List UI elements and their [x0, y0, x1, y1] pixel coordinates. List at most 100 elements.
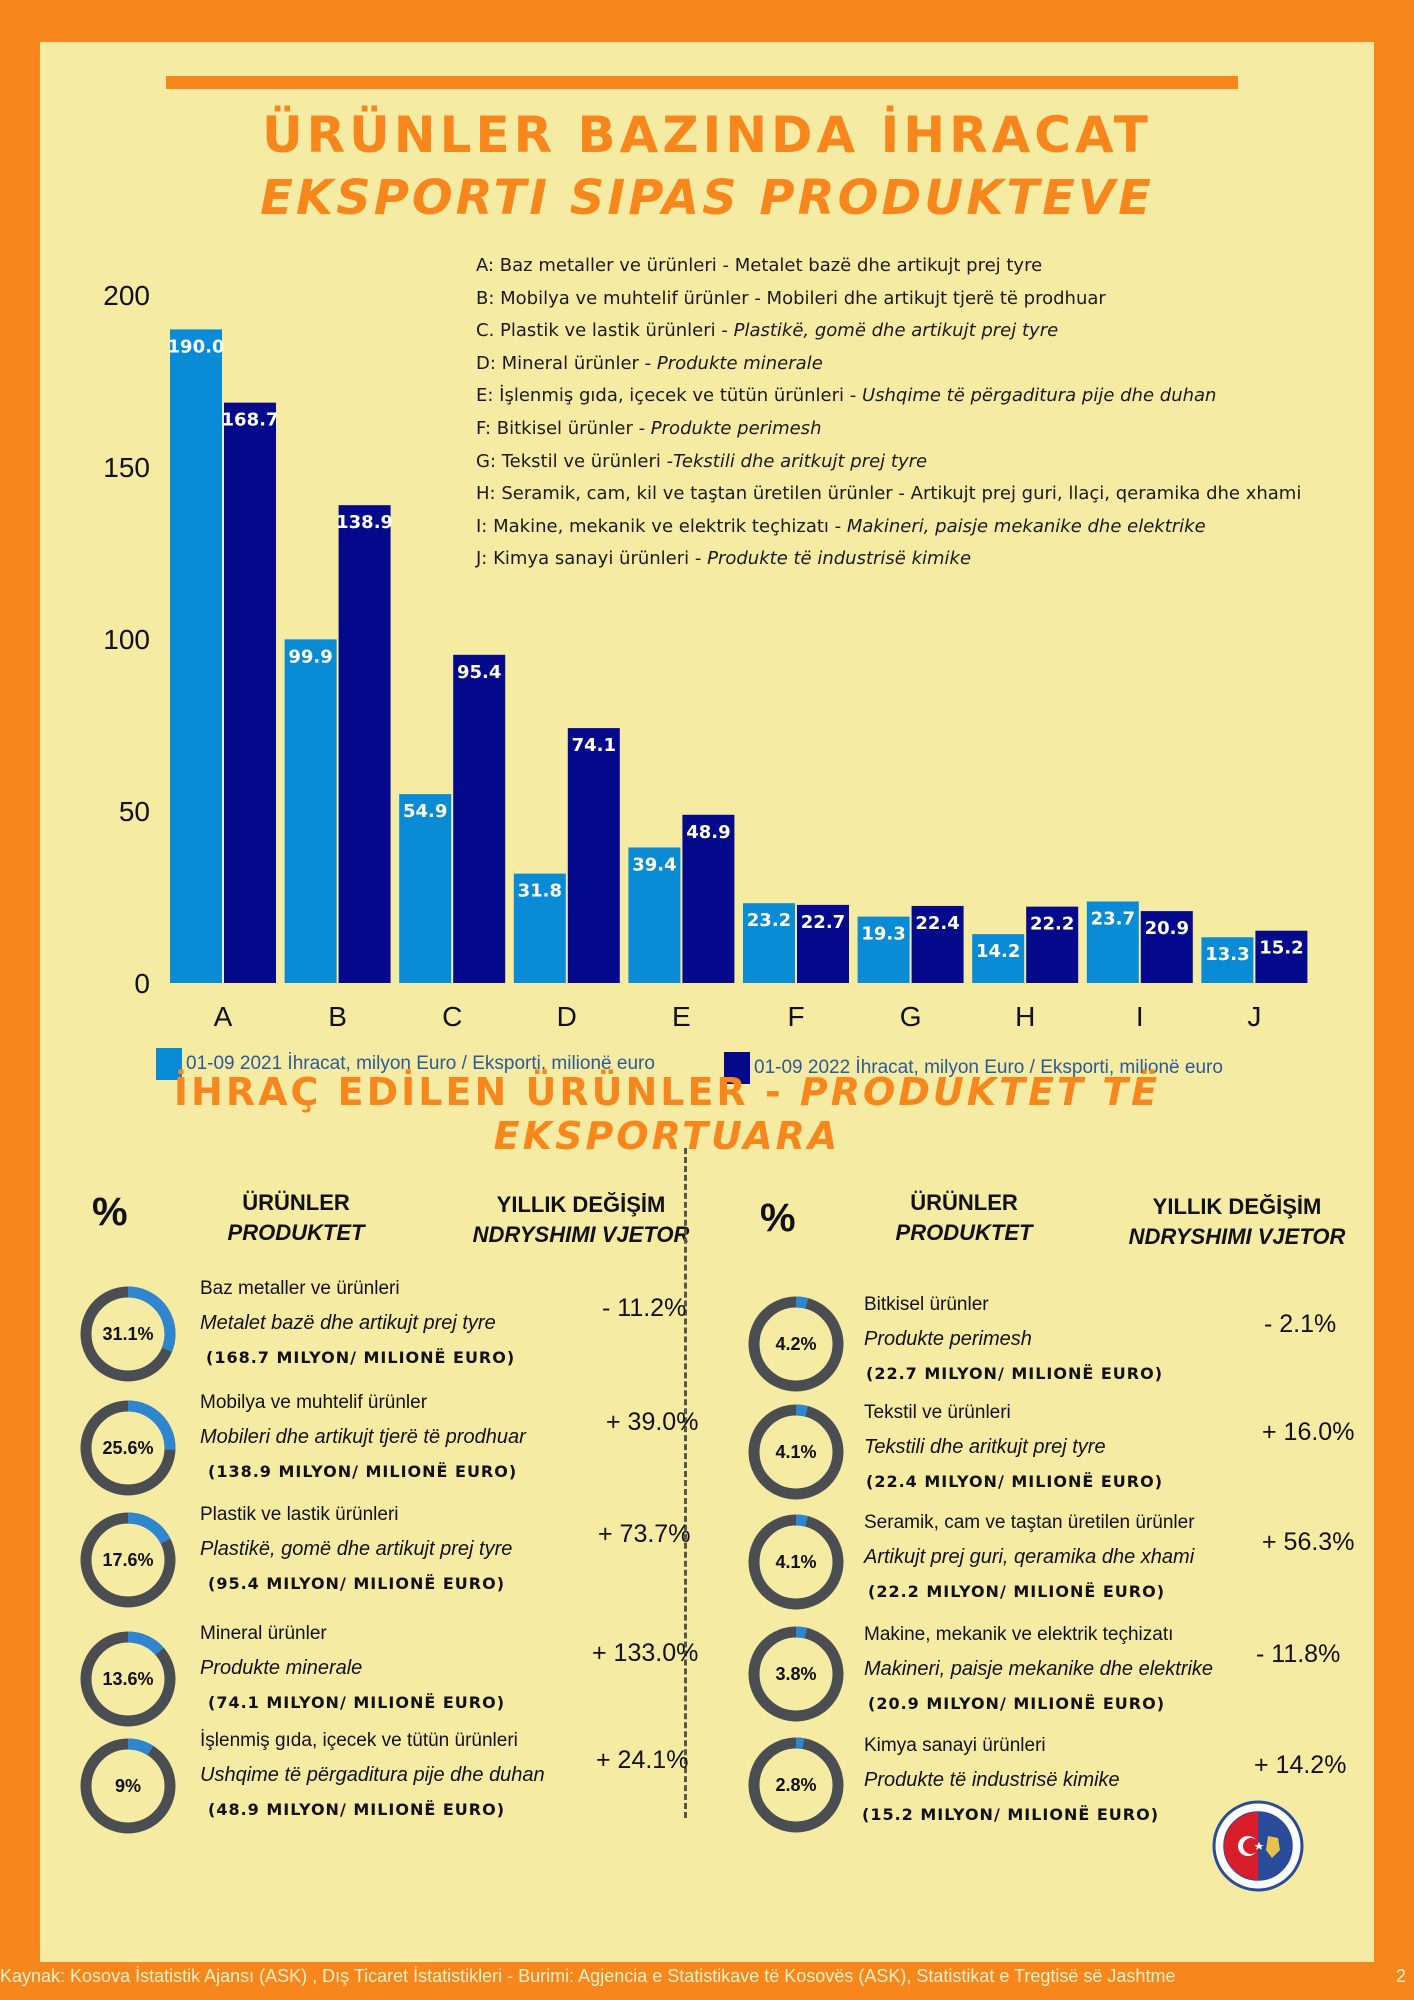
- share-label: 3.8%: [775, 1663, 817, 1684]
- product-name-tr: Mineral ürünler: [200, 1623, 327, 1644]
- category-legend: A: Baz metaller ve ürünleri - Metalet ba…: [476, 250, 1316, 576]
- share-donut: 4.1%: [746, 1402, 846, 1502]
- bar-data-label: 22.4: [915, 913, 959, 934]
- bar-J-series1: [1201, 937, 1254, 983]
- product-value: (22.7 MILYON/ MILIONË EURO): [866, 1364, 1164, 1383]
- category-legend-item: C. Plastik ve lastik ürünleri - Plastikë…: [476, 315, 1316, 348]
- bar-D-series2: [567, 728, 620, 983]
- category-legend-tr: J: Kimya sanayi ürünleri -: [476, 548, 708, 570]
- footer-source: Kaynak: Kosova İstatistik Ajansı (ASK) ,…: [0, 1966, 1176, 1986]
- share-label: 4.1%: [775, 1441, 817, 1462]
- x-tick-label: H: [1015, 1001, 1035, 1032]
- bar-data-label: 22.7: [801, 912, 845, 933]
- product-name-tr: Makine, mekanik ve elektrik teçhizatı: [864, 1624, 1174, 1645]
- bar-data-label: 54.9: [403, 801, 447, 822]
- bar-data-label: 15.2: [1259, 938, 1303, 959]
- product-name-tr: Tekstil ve ürünleri: [864, 1402, 1011, 1423]
- x-tick-label: D: [557, 1001, 577, 1032]
- category-legend-tr: A: Baz metaller ve ürünleri - Metalet ba…: [476, 255, 1043, 276]
- product-name-tr: Bitkisel ürünler: [864, 1294, 989, 1315]
- share-donut: 4.2%: [746, 1294, 846, 1394]
- bar-G-series1: [857, 916, 910, 983]
- donut-share-arc: [80, 1512, 176, 1608]
- product-name-al: Makineri, paisje mekanike dhe elektrike: [864, 1658, 1214, 1680]
- y-tick-label: 150: [103, 452, 150, 483]
- product-value: (22.2 MILYON/ MILIONË EURO): [868, 1582, 1166, 1601]
- series-label-2022: 01-09 2022 İhracat, milyon Euro / Ekspor…: [754, 1057, 1223, 1078]
- bar-I-series1: [1086, 901, 1139, 983]
- product-name-tr: İşlenmiş gıda, içecek ve tütün ürünleri: [200, 1730, 518, 1751]
- yearly-change: + 16.0%: [1262, 1418, 1355, 1446]
- share-label: 4.2%: [775, 1333, 817, 1354]
- change-header-right: YILLIK DEĞİŞİM NDRYSHIMI VJETOR: [1112, 1192, 1362, 1252]
- share-donut: 4.1%: [746, 1512, 846, 1612]
- share-donut-chart: [80, 1400, 176, 1496]
- bar-F-series2: [797, 904, 849, 983]
- export-bar-chart: 0 50 100 150 200 190.0 168.7 A 99.9 138.9 B 54.9 95.…: [103, 280, 1308, 1032]
- bar-data-label: 138.9: [336, 512, 393, 533]
- donut-share-arc: [748, 1626, 844, 1722]
- bar-data-label: 13.3: [1205, 944, 1249, 965]
- category-legend-al: Produkte perimesh: [650, 417, 822, 439]
- yearly-change: + 73.7%: [598, 1520, 691, 1548]
- category-legend-item: J: Kimya sanayi ürünleri - Produkte të i…: [476, 543, 1316, 576]
- pct-header-right: %: [760, 1196, 796, 1240]
- bar-data-label: 48.9: [686, 822, 730, 843]
- category-legend-tr: D: Mineral ürünler -: [476, 352, 657, 374]
- x-tick-label: J: [1247, 1001, 1261, 1032]
- category-legend-tr: I: Makine, mekanik ve elektrik teçhizatı…: [476, 515, 847, 537]
- x-tick-label: I: [1136, 1001, 1144, 1032]
- bar-data-label: 31.8: [518, 881, 562, 902]
- donut-share-arc: [80, 1738, 176, 1834]
- share-label: 17.6%: [102, 1549, 154, 1570]
- products-header-left: ÜRÜNLER PRODUKTET: [196, 1188, 396, 1248]
- share-donut-chart: [80, 1286, 176, 1382]
- series-label-2021: 01-09 2021 İhracat, milyon Euro / Ekspor…: [186, 1053, 655, 1074]
- category-legend-al: Makineri, paisje mekanike dhe elektrike: [846, 515, 1206, 537]
- product-value: (138.9 MILYON/ MILIONË EURO): [208, 1462, 518, 1481]
- donut-share-arc: [748, 1296, 844, 1392]
- product-name-al: Metalet bazë dhe artikujt prej tyre: [200, 1312, 496, 1334]
- x-tick-label: E: [672, 1001, 691, 1032]
- category-legend-tr: C. Plastik ve lastik ürünleri -: [476, 320, 734, 342]
- bar-D-series1: [513, 873, 566, 983]
- donut-share-arc: [748, 1514, 844, 1610]
- yearly-change: - 2.1%: [1264, 1310, 1337, 1338]
- category-legend-tr: E: İşlenmiş gıda, içecek ve tütün ürünle…: [476, 385, 862, 407]
- share-donut: 3.8%: [746, 1624, 846, 1724]
- share-donut: 31.1%: [78, 1284, 178, 1384]
- series-key-2021: 01-09 2021 İhracat, milyon Euro / Ekspor…: [156, 1048, 655, 1080]
- bar-C-series2: [453, 654, 506, 983]
- page-title: ÜRÜNLER BAZINDA İHRACAT: [262, 106, 1152, 164]
- series-swatch-2022: [724, 1052, 750, 1084]
- yearly-change: + 39.0%: [606, 1408, 699, 1436]
- category-legend-item: D: Mineral ürünler - Produkte minerale: [476, 348, 1316, 381]
- page-subtitle: EKSPORTI SIPAS PRODUKTEVE: [260, 170, 1154, 226]
- category-legend-item: A: Baz metaller ve ürünleri - Metalet ba…: [476, 250, 1316, 283]
- yearly-change: + 56.3%: [1262, 1528, 1355, 1556]
- yearly-change: - 11.8%: [1256, 1640, 1341, 1668]
- series-swatch-2021: [156, 1048, 182, 1080]
- bar-E-series1: [628, 847, 681, 983]
- product-value: (168.7 MILYON/ MILIONË EURO): [206, 1348, 516, 1367]
- share-donut: 9%: [78, 1736, 178, 1836]
- bar-H-series2: [1026, 906, 1079, 983]
- product-name-al: Artikujt prej guri, qeramika dhe xhami: [864, 1546, 1195, 1568]
- change-header-tr: YILLIK DEĞİŞİM: [496, 1192, 666, 1217]
- product-value: (74.1 MILYON/ MILIONË EURO): [208, 1693, 506, 1712]
- category-legend-tr: H: Seramik, cam, kil ve taştan üretilen …: [476, 483, 1302, 505]
- page-number: 2: [1395, 1966, 1406, 1986]
- category-legend-item: G: Tekstil ve ürünleri -Tekstili dhe ari…: [476, 446, 1316, 479]
- bar-data-label: 19.3: [861, 924, 905, 945]
- share-label: 9%: [114, 1775, 141, 1796]
- product-name-tr: Seramik, cam ve taştan üretilen ürünler: [864, 1512, 1195, 1533]
- product-value: (95.4 MILYON/ MILIONË EURO): [208, 1574, 506, 1593]
- bar-data-label: 39.4: [632, 854, 676, 875]
- share-donut-chart: [80, 1631, 176, 1727]
- bar-E-series2: [682, 814, 735, 983]
- products-header-al: PRODUKTET: [895, 1220, 1033, 1245]
- x-tick-label: F: [787, 1001, 804, 1032]
- bar-data-label: 95.4: [457, 662, 501, 683]
- product-name-tr: Plastik ve lastik ürünleri: [200, 1504, 399, 1525]
- bar-C-series1: [399, 794, 452, 983]
